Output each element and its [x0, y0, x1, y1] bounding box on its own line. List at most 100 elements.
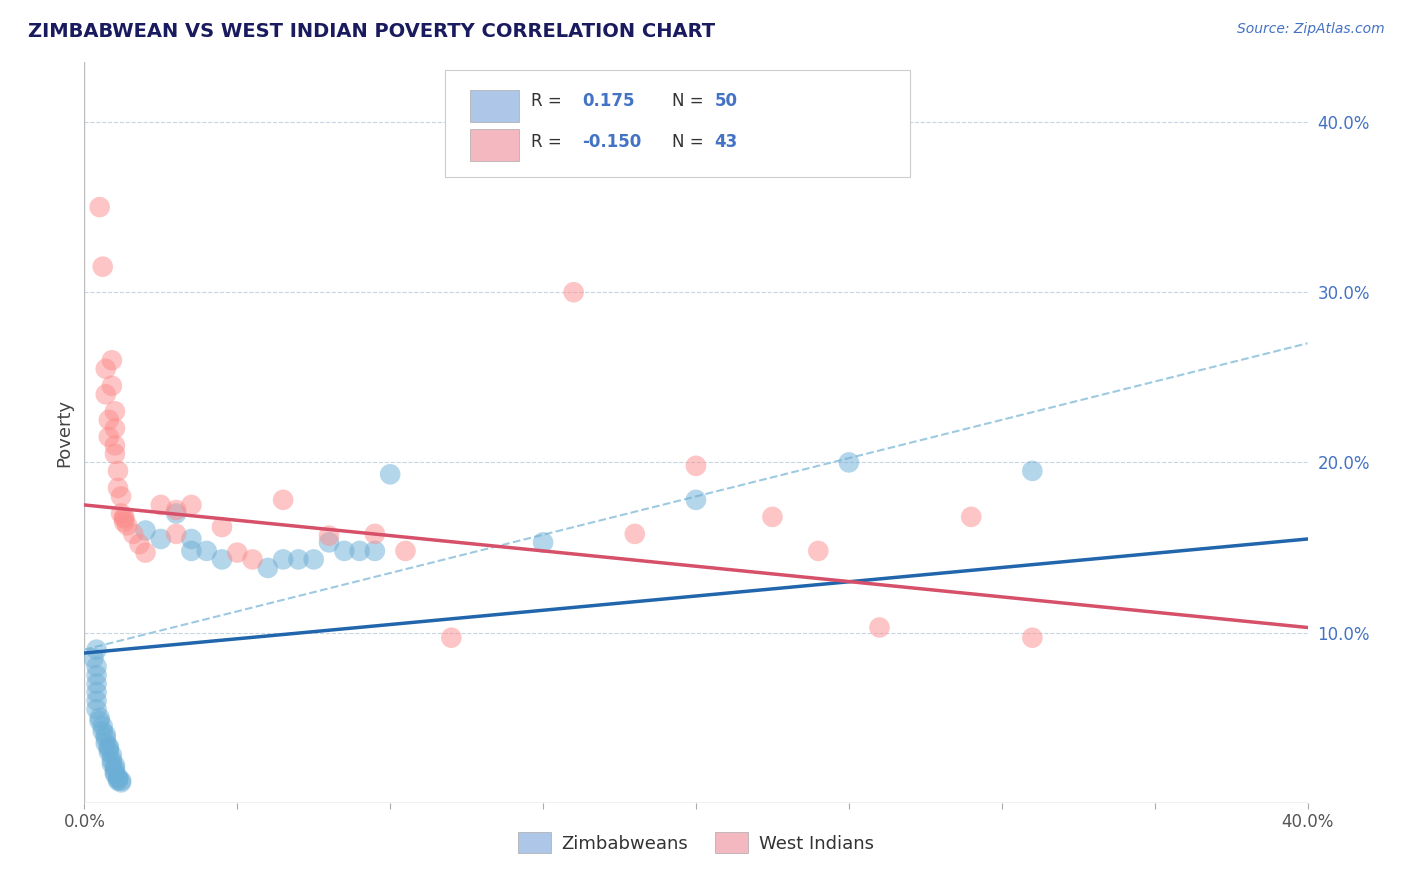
Point: [86, 702, 108, 716]
Point: [110, 507, 132, 521]
Point: [440, 631, 463, 645]
Point: [531, 535, 554, 549]
Point: [83, 651, 105, 665]
Point: [86, 668, 108, 682]
Y-axis label: Poverty: Poverty: [55, 399, 73, 467]
Point: [135, 524, 157, 538]
Point: [180, 498, 202, 512]
Point: [122, 527, 145, 541]
Point: [112, 511, 135, 525]
Point: [1021, 464, 1043, 478]
Text: N =: N =: [672, 133, 703, 151]
Legend: Zimbabweans, West Indians: Zimbabweans, West Indians: [510, 825, 882, 861]
Point: [287, 552, 309, 566]
Point: [624, 527, 647, 541]
Text: 43: 43: [714, 133, 738, 151]
Point: [86, 685, 108, 699]
Point: [101, 379, 124, 393]
Point: [838, 455, 860, 469]
Point: [165, 507, 187, 521]
Point: [271, 552, 294, 566]
Point: [110, 490, 132, 504]
Point: [104, 758, 127, 772]
Point: [302, 552, 325, 566]
FancyBboxPatch shape: [470, 129, 519, 161]
Point: [91, 724, 114, 739]
Point: [86, 694, 108, 708]
Point: [349, 544, 371, 558]
Point: [97, 430, 120, 444]
Point: [380, 467, 402, 482]
Point: [97, 741, 120, 756]
Point: [104, 765, 127, 780]
Point: [104, 421, 127, 435]
Point: [86, 676, 108, 690]
Text: ZIMBABWEAN VS WEST INDIAN POVERTY CORRELATION CHART: ZIMBABWEAN VS WEST INDIAN POVERTY CORREL…: [28, 22, 716, 41]
FancyBboxPatch shape: [446, 70, 910, 178]
Point: [1021, 631, 1043, 645]
Point: [101, 756, 124, 771]
Point: [271, 492, 294, 507]
Point: [333, 544, 356, 558]
Point: [97, 739, 120, 754]
Point: [211, 520, 233, 534]
Point: [394, 544, 416, 558]
Point: [135, 546, 157, 560]
Point: [242, 552, 264, 566]
Point: [165, 527, 187, 541]
Text: Source: ZipAtlas.com: Source: ZipAtlas.com: [1237, 22, 1385, 37]
Point: [807, 544, 830, 558]
Point: [685, 458, 707, 473]
Point: [107, 770, 129, 784]
Point: [149, 532, 172, 546]
Point: [107, 773, 129, 788]
Point: [94, 731, 117, 745]
Point: [364, 527, 387, 541]
Point: [89, 714, 111, 728]
Point: [226, 546, 249, 560]
Point: [86, 659, 108, 673]
Point: [110, 775, 132, 789]
Point: [104, 438, 127, 452]
Point: [101, 753, 124, 767]
Text: N =: N =: [672, 92, 703, 110]
Text: 50: 50: [714, 92, 737, 110]
Point: [180, 544, 202, 558]
Point: [107, 464, 129, 478]
Text: 0.175: 0.175: [582, 92, 634, 110]
Point: [97, 745, 120, 759]
Point: [94, 361, 117, 376]
Text: -0.150: -0.150: [582, 133, 641, 151]
Point: [97, 413, 120, 427]
Point: [86, 642, 108, 657]
Point: [318, 528, 340, 542]
Point: [960, 509, 983, 524]
Point: [89, 200, 111, 214]
Point: [195, 544, 218, 558]
Point: [104, 767, 127, 781]
Point: [211, 552, 233, 566]
Point: [165, 503, 187, 517]
Point: [104, 447, 127, 461]
Point: [149, 498, 172, 512]
Point: [685, 492, 707, 507]
Point: [94, 736, 117, 750]
Point: [128, 537, 150, 551]
Point: [180, 532, 202, 546]
Point: [761, 509, 783, 524]
Point: [318, 535, 340, 549]
Point: [104, 404, 127, 418]
Point: [112, 515, 135, 529]
Point: [257, 561, 280, 575]
Point: [91, 719, 114, 733]
Point: [107, 481, 129, 495]
FancyBboxPatch shape: [470, 90, 519, 121]
Point: [112, 509, 135, 524]
Point: [91, 260, 114, 274]
Point: [107, 772, 129, 786]
Point: [110, 773, 132, 788]
Point: [94, 387, 117, 401]
Point: [89, 711, 111, 725]
Point: [104, 762, 127, 776]
Point: [562, 285, 585, 300]
